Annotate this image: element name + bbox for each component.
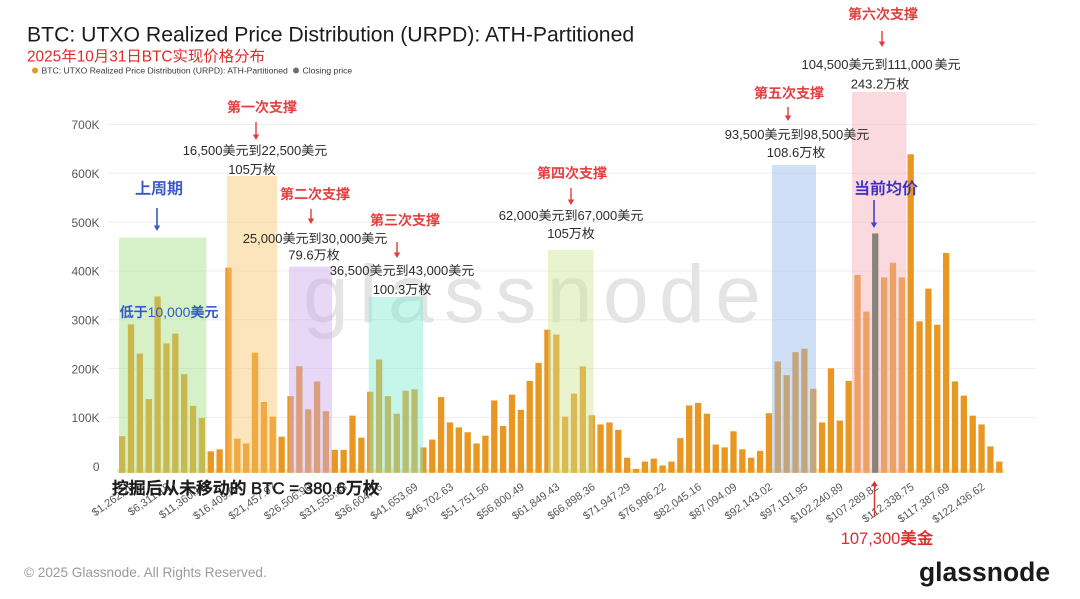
svg-text:10: 10 bbox=[77, 49, 94, 66]
svg-text:16,500: 16,500 bbox=[183, 143, 223, 158]
svg-text:BTC: BTC bbox=[142, 49, 173, 66]
svg-text:700K: 700K bbox=[71, 118, 99, 132]
svg-text:500K: 500K bbox=[71, 216, 99, 230]
svg-text:100K: 100K bbox=[71, 411, 99, 425]
svg-text:104,500: 104,500 bbox=[802, 57, 849, 72]
svg-text:200K: 200K bbox=[71, 362, 99, 376]
svg-text:79.6: 79.6 bbox=[288, 248, 313, 263]
svg-text:243.2: 243.2 bbox=[851, 77, 884, 92]
svg-text:10,000: 10,000 bbox=[148, 304, 191, 320]
svg-text:105: 105 bbox=[228, 162, 250, 177]
svg-text:31: 31 bbox=[109, 49, 126, 66]
svg-text:93,500: 93,500 bbox=[725, 127, 765, 142]
svg-text:43,000: 43,000 bbox=[409, 263, 449, 278]
svg-text:111,000: 111,000 bbox=[888, 57, 933, 72]
svg-text:© 2025 Glassnode. All Rights R: © 2025 Glassnode. All Rights Reserved. bbox=[24, 565, 267, 580]
svg-text:107,300: 107,300 bbox=[841, 530, 901, 548]
svg-text:30,000: 30,000 bbox=[322, 231, 362, 246]
svg-text:108.6: 108.6 bbox=[767, 145, 800, 160]
svg-text:BTC = 380.6: BTC = 380.6 bbox=[246, 479, 345, 498]
svg-text:0: 0 bbox=[93, 460, 100, 474]
svg-text:400K: 400K bbox=[71, 265, 99, 279]
svg-text:36,500: 36,500 bbox=[330, 263, 370, 278]
svg-text:2025: 2025 bbox=[27, 49, 61, 66]
svg-text:25,000: 25,000 bbox=[243, 231, 283, 246]
svg-text:105: 105 bbox=[547, 226, 569, 241]
svg-text:BTC: UTXO Realized Price Distr: BTC: UTXO Realized Price Distribution (U… bbox=[42, 66, 288, 76]
svg-text:glassnode: glassnode bbox=[919, 557, 1050, 587]
svg-text:100.3: 100.3 bbox=[373, 282, 406, 297]
svg-text:Closing price: Closing price bbox=[303, 66, 353, 76]
svg-text:glassnode: glassnode bbox=[303, 249, 771, 340]
svg-text:67,000: 67,000 bbox=[578, 208, 618, 223]
svg-text:300K: 300K bbox=[71, 314, 99, 328]
svg-text:BTC: UTXO Realized Price Distr: BTC: UTXO Realized Price Distribution (U… bbox=[27, 24, 634, 47]
svg-text:98,500: 98,500 bbox=[804, 127, 844, 142]
svg-text:600K: 600K bbox=[71, 167, 99, 181]
svg-text:22,500: 22,500 bbox=[262, 143, 302, 158]
svg-text:62,000: 62,000 bbox=[499, 208, 539, 223]
